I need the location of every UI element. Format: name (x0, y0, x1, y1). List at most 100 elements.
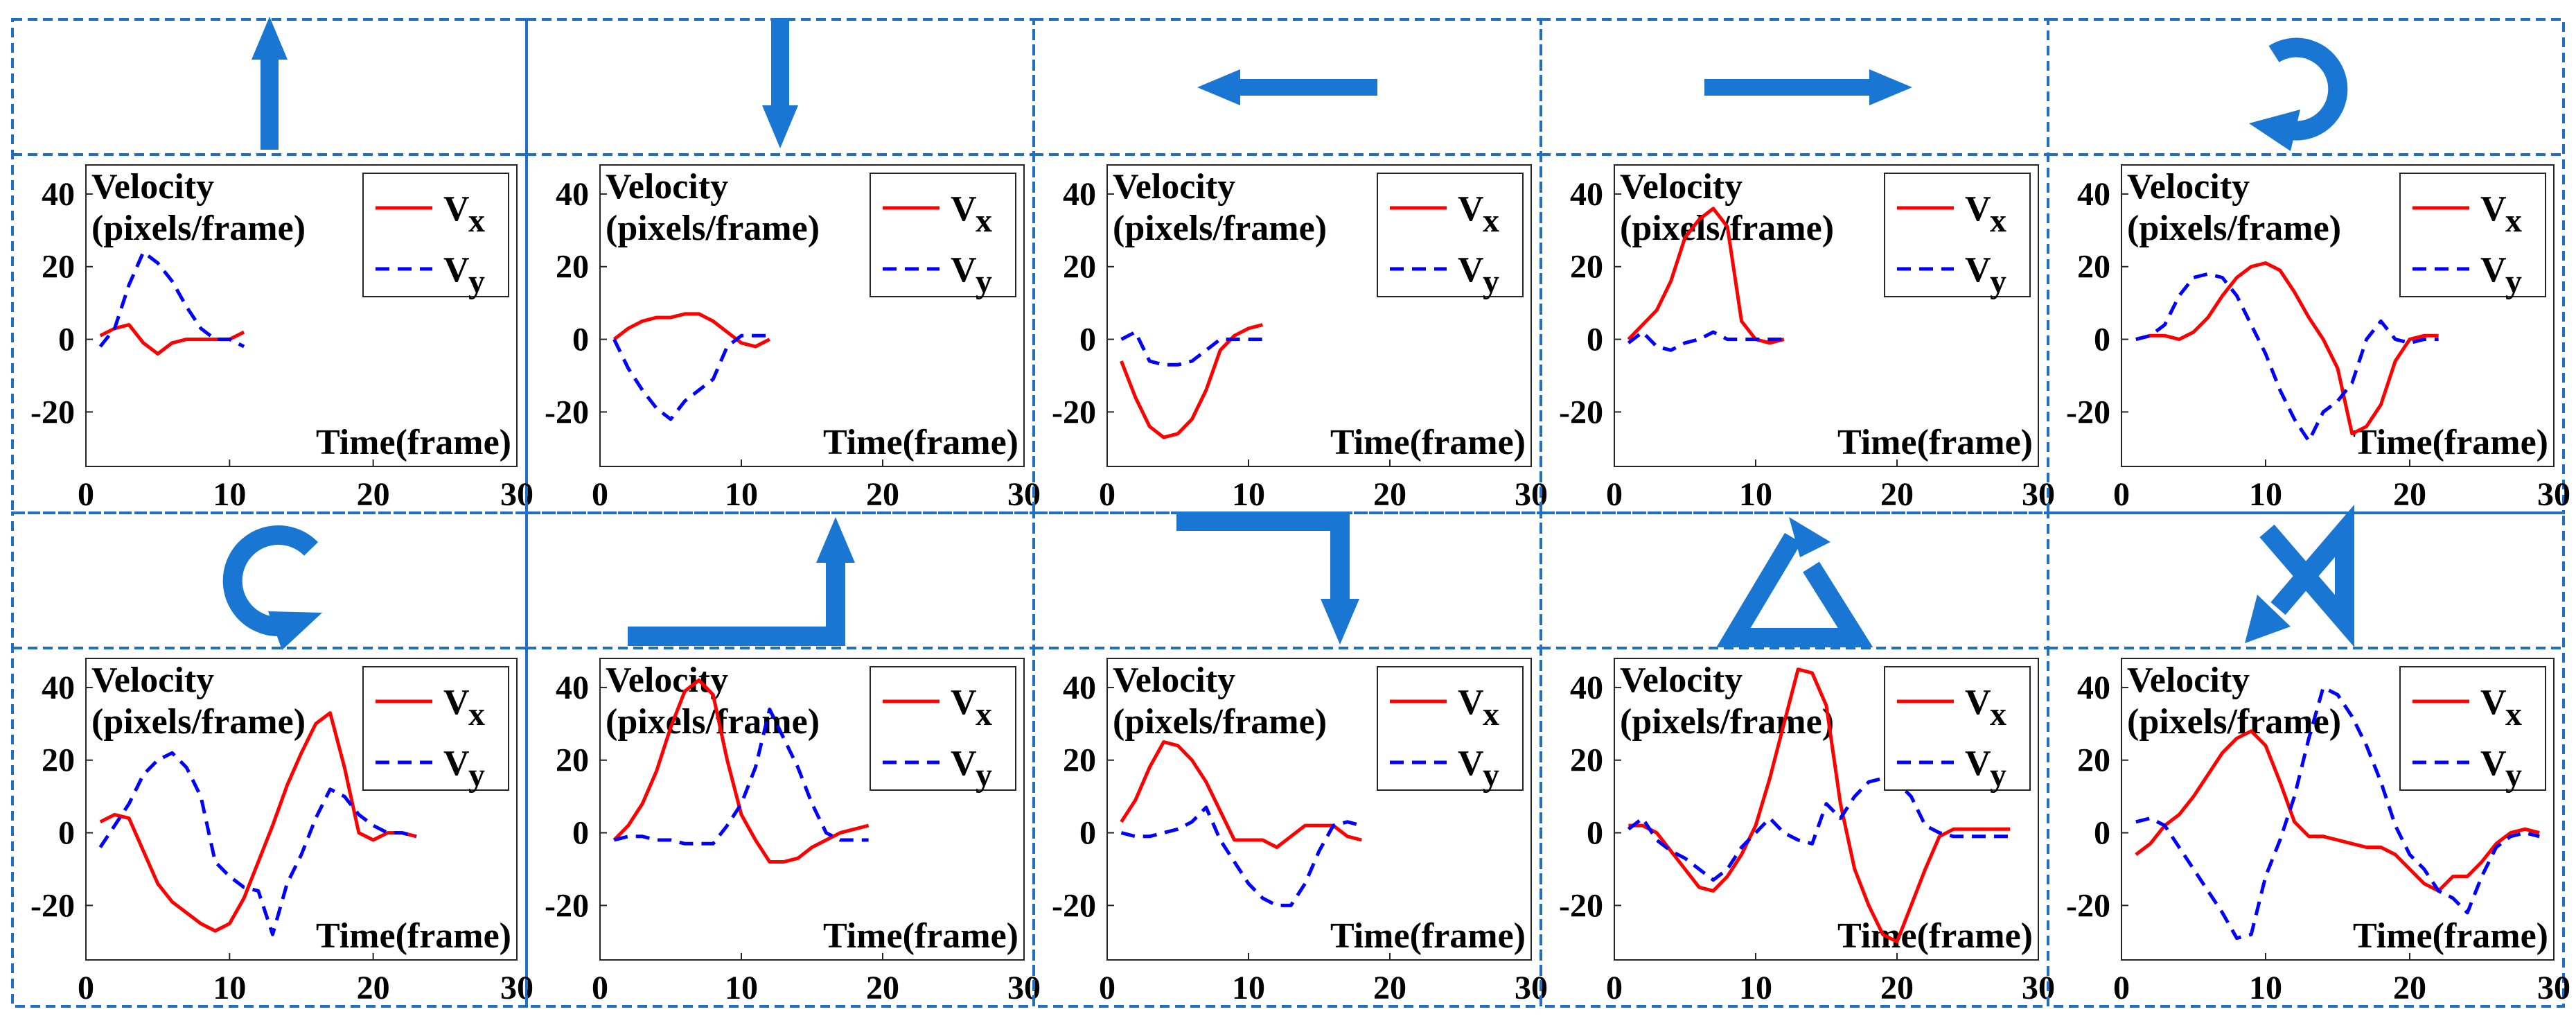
legend-subscript: y (976, 263, 992, 300)
triangle-path (1716, 532, 1873, 647)
legend-subscript: y (1483, 263, 1499, 300)
axes-box (2121, 658, 2555, 961)
chart-title: Velocity (1113, 167, 1235, 207)
legend-label: V (1458, 744, 1484, 783)
y-tick-label: 0 (58, 322, 75, 358)
arrowhead (816, 517, 855, 563)
legend-subscript: y (1990, 263, 2006, 300)
series-vx-line (2135, 729, 2540, 893)
x-tick-label: 20 (1880, 476, 1914, 513)
y-tick-label: 20 (42, 249, 75, 286)
legend-box (362, 666, 509, 791)
legend-box (870, 666, 1016, 791)
x-axis-label: Time(frame) (1330, 423, 1526, 462)
x-tick-label: 30 (500, 970, 533, 1006)
chart-axes: 40 20 0 -20 0 10 20 30 Velocity(pixels/frame) Tim… (30, 164, 533, 513)
y-tick-label: 20 (2077, 742, 2110, 779)
chart-axes: 40 20 0 -20 0 10 20 30 Velocity(pixels/frame) Tim… (1052, 164, 1548, 513)
y-tick-label: 0 (1079, 322, 1096, 358)
chart-title-line2: (pixels/frame) (2127, 702, 2341, 742)
legend-label: V (951, 250, 977, 290)
y-tick-label: 40 (42, 670, 75, 706)
x-axis-label: Time(frame) (2353, 916, 2548, 956)
y-tick-label: 20 (42, 742, 75, 779)
chart-axes: 40 20 0 -20 0 10 20 30 Velocity(pixels/frame) Tim… (2066, 164, 2570, 513)
y-tick-label: 20 (1570, 249, 1603, 286)
series-vy-line (2135, 272, 2439, 443)
legend-subscript: y (468, 757, 485, 794)
chart-title-line2: (pixels/frame) (91, 702, 306, 742)
x-axis-label: Time(frame) (1330, 916, 1526, 956)
arrow-shaft (261, 58, 279, 150)
chart-title-line2: (pixels/frame) (606, 209, 820, 248)
y-tick-label: 40 (1063, 176, 1096, 213)
legend-label: V (951, 683, 977, 722)
legend-label: V (1458, 683, 1484, 722)
series-vy-line (1627, 330, 1784, 352)
x-axis-label: Time(frame) (316, 916, 511, 956)
axes-box (599, 658, 1025, 961)
legend-subscript: x (976, 202, 992, 239)
chart-title: Velocity (606, 167, 728, 207)
x-tick-label: 10 (1739, 970, 1772, 1006)
series-vy-line (1120, 805, 1362, 907)
axes-box (1106, 164, 1532, 467)
arrowhead (252, 17, 288, 60)
legend-label: V (1965, 189, 1991, 229)
legend-subscript: y (2505, 757, 2522, 794)
legend-subscript: x (2505, 696, 2522, 733)
arrowhead (1321, 599, 1359, 645)
series-vy-line (1120, 330, 1263, 367)
y-tick-label: 20 (556, 249, 589, 286)
y-tick-label: 40 (2077, 176, 2110, 213)
chart-axes: 40 20 0 -20 0 10 20 30 Velocity(pixels/frame) Tim… (30, 658, 533, 1006)
y-tick-label: 0 (572, 322, 589, 358)
arrowhead (2245, 595, 2291, 643)
legend-subscript: y (976, 757, 992, 794)
y-tick-label: -20 (2066, 887, 2110, 924)
y-tick-label: 40 (42, 176, 75, 213)
series-vx-line (2135, 261, 2439, 436)
x-tick-label: 30 (1515, 970, 1548, 1006)
x-tick-label: 20 (357, 476, 390, 513)
hourglass-path (2259, 505, 2354, 647)
legend-subscript: y (1483, 757, 1499, 794)
arrow-right-icon (1704, 69, 1912, 105)
x-tick-label: 0 (2113, 476, 2130, 513)
arrow-up-icon (252, 17, 288, 150)
x-tick-label: 20 (1373, 970, 1406, 1006)
y-tick-label: 40 (556, 176, 589, 213)
x-tick-label: 10 (1232, 476, 1265, 513)
x-tick-label: 0 (1099, 970, 1115, 1006)
chart-axes: 40 20 0 -20 0 10 20 30 Velocity(pixels/frame) Tim… (1559, 658, 2055, 1006)
axes-box (85, 164, 518, 467)
y-tick-label: 0 (1587, 322, 1603, 358)
axes-box (1106, 658, 1532, 961)
axes-box (599, 164, 1025, 467)
y-tick-label: -20 (1559, 394, 1603, 430)
y-tick-label: 40 (2077, 670, 2110, 706)
x-tick-label: 0 (592, 970, 608, 1006)
y-tick-label: -20 (30, 887, 75, 924)
arrowhead (1789, 517, 1830, 557)
x-tick-label: 0 (2113, 970, 2130, 1006)
x-tick-label: 0 (592, 476, 608, 513)
x-axis-label: Time(frame) (823, 423, 1018, 462)
legend-label: V (1458, 250, 1484, 290)
legend-label: V (443, 744, 470, 783)
series-vx-line (612, 678, 870, 864)
series-vy-line (2135, 685, 2540, 941)
x-tick-label: 20 (1373, 476, 1406, 513)
y-tick-label: -20 (1559, 887, 1603, 924)
x-tick-label: 10 (2249, 970, 2282, 1006)
x-tick-label: 30 (2537, 970, 2570, 1006)
legend-box (2399, 173, 2546, 297)
